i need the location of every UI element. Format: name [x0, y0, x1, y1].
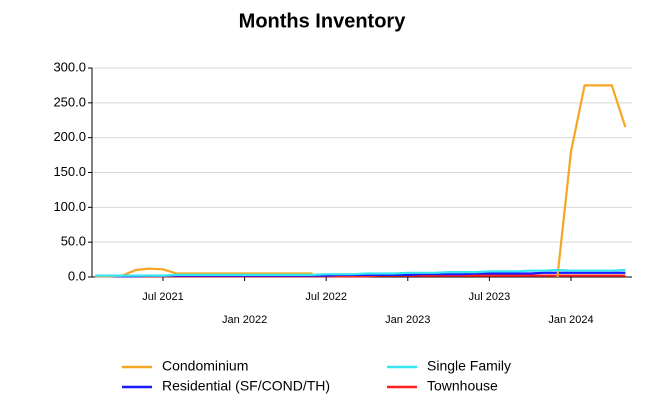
y-tick-label: 250.0: [53, 94, 86, 109]
x-tick-label: Jan 2022: [222, 314, 267, 326]
series-line: [95, 84, 627, 278]
x-tick-label: Jul 2023: [469, 291, 511, 303]
chart-title: Months Inventory: [239, 10, 407, 32]
y-tick-label: 200.0: [53, 129, 86, 144]
y-tick-label: 50.0: [61, 234, 86, 249]
x-tick-label: Jan 2023: [385, 314, 430, 326]
legend-label: Residential (SF/COND/TH): [162, 378, 330, 394]
x-tick-label: Jul 2021: [142, 291, 184, 303]
legend-label: Single Family: [427, 358, 511, 374]
legend-label: Townhouse: [427, 378, 498, 394]
x-tick-label: Jan 2024: [548, 314, 593, 326]
legend-label: Condominium: [162, 358, 248, 374]
y-tick-label: 150.0: [53, 164, 86, 179]
series-line: [95, 268, 626, 277]
y-tick-label: 100.0: [53, 199, 86, 214]
y-tick-label: 300.0: [53, 59, 86, 74]
y-tick-label: 0.0: [68, 268, 86, 283]
x-tick-label: Jul 2022: [305, 291, 347, 303]
